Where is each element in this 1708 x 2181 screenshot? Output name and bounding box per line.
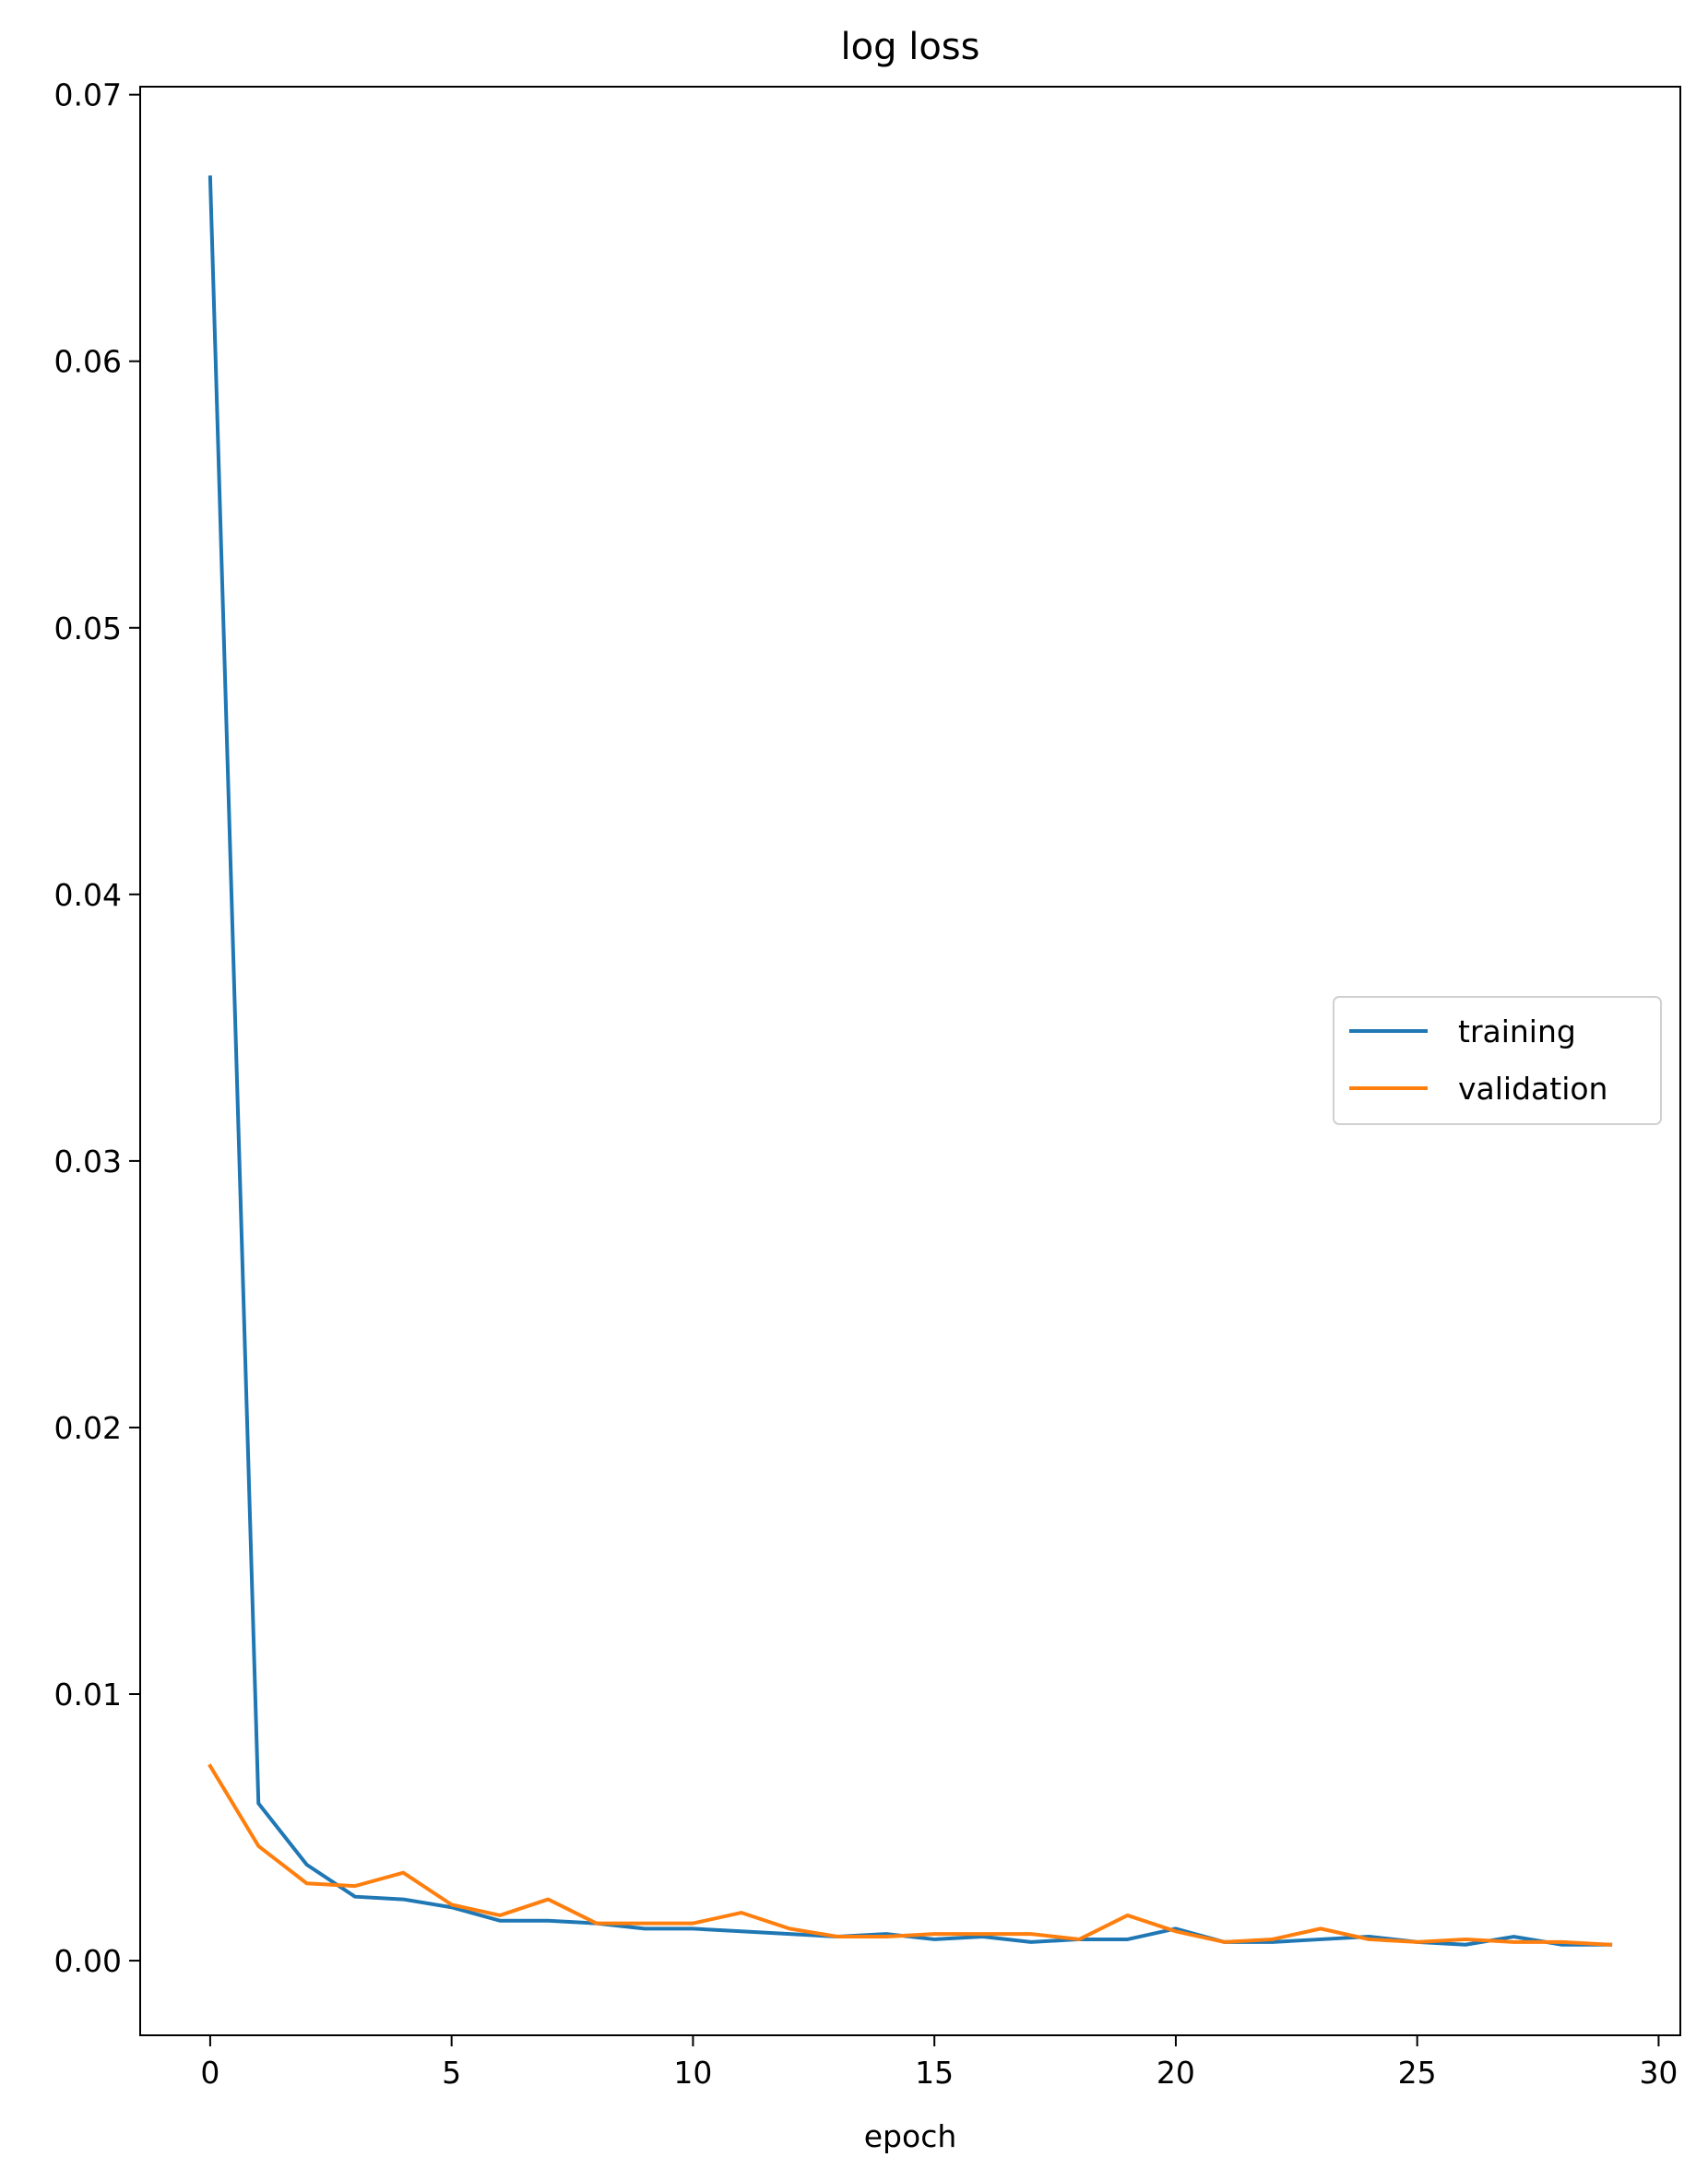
chart-title: log loss bbox=[841, 26, 980, 68]
y-tick-label: 0.04 bbox=[54, 877, 122, 913]
y-tick-label: 0.01 bbox=[54, 1677, 122, 1713]
x-tick-label: 5 bbox=[442, 2055, 461, 2091]
x-axis: 0 5 10 15 20 25 30 bbox=[200, 2035, 1678, 2091]
y-tick-label: 0.06 bbox=[54, 344, 122, 380]
series-layer bbox=[208, 175, 1613, 1947]
y-tick-label: 0.05 bbox=[54, 610, 122, 646]
legend-box bbox=[1333, 996, 1662, 1125]
legend: training validation bbox=[1333, 996, 1662, 1125]
x-tick-label: 30 bbox=[1639, 2055, 1678, 2091]
y-tick-label: 0.00 bbox=[54, 1943, 122, 1979]
x-tick-label: 20 bbox=[1156, 2055, 1195, 2091]
plot-area bbox=[139, 86, 1681, 2036]
x-axis-title: epoch bbox=[864, 2118, 957, 2154]
x-tick-label: 15 bbox=[915, 2055, 954, 2091]
legend-label-validation: validation bbox=[1458, 1071, 1607, 1107]
plot-frame bbox=[139, 86, 1681, 2036]
y-tick-label: 0.02 bbox=[54, 1410, 122, 1446]
x-tick-label: 25 bbox=[1398, 2055, 1437, 2091]
legend-label-training: training bbox=[1458, 1013, 1576, 1049]
y-axis: 0.00 0.01 0.02 0.03 0.04 0.05 0.06 0.07 bbox=[54, 77, 140, 1979]
x-tick-label: 10 bbox=[673, 2055, 712, 2091]
y-tick-label: 0.03 bbox=[54, 1144, 122, 1179]
y-tick-label: 0.07 bbox=[54, 77, 122, 113]
x-tick-label: 0 bbox=[200, 2055, 219, 2091]
series-line-validation bbox=[208, 1763, 1613, 1947]
